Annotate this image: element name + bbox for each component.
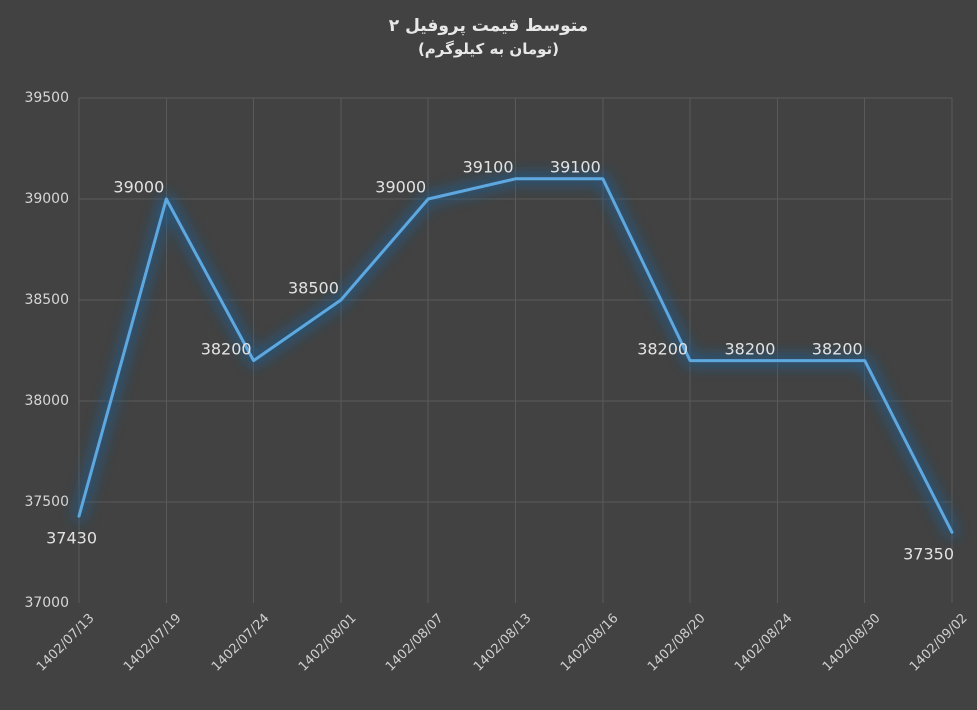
data-point-label: 38200 bbox=[724, 339, 776, 359]
data-point-label: 39000 bbox=[375, 177, 427, 197]
x-axis-tick-label: 1402/09/02 bbox=[907, 611, 971, 675]
y-axis-tick-label: 38000 bbox=[24, 393, 69, 409]
x-axis-tick-label: 1402/08/07 bbox=[383, 611, 447, 675]
chart-title: متوسط قیمت پروفیل ۲ bbox=[388, 16, 589, 36]
chart-subtitle: (تومان به کیلوگرم) bbox=[417, 40, 560, 58]
x-axis-tick-label: 1402/08/24 bbox=[732, 611, 796, 675]
y-axis-tick-label: 38500 bbox=[24, 292, 69, 308]
plot-area bbox=[74, 97, 957, 603]
y-axis-tick-label: 39500 bbox=[24, 90, 69, 106]
data-point-label: 38200 bbox=[637, 339, 689, 359]
data-point-label: 39100 bbox=[462, 157, 514, 177]
x-axis-tick-label: 1402/08/20 bbox=[645, 611, 709, 675]
data-point-label: 38200 bbox=[200, 339, 252, 359]
data-point-label: 39100 bbox=[549, 157, 601, 177]
x-axis-tick-label: 1402/07/19 bbox=[121, 611, 185, 675]
data-point-label: 38200 bbox=[811, 339, 863, 359]
y-axis-tick-label: 39000 bbox=[24, 191, 69, 207]
x-axis-tick-label: 1402/08/13 bbox=[470, 611, 535, 675]
y-axis-tick-label: 37500 bbox=[24, 494, 69, 510]
series-line bbox=[77, 177, 954, 534]
data-point-label: 37350 bbox=[903, 544, 954, 564]
y-axis-tick-labels: 37000 37500 38000 38500 39000 39500 bbox=[0, 90, 69, 611]
x-axis-tick-label: 1402/07/24 bbox=[208, 611, 273, 675]
chart-svg bbox=[74, 97, 957, 603]
data-point-label: 37430 bbox=[46, 528, 97, 548]
x-axis-tick-labels: 1402/07/13 1402/07/19 1402/07/24 1402/08/01… bbox=[34, 603, 971, 710]
data-point-labels: 37430 39000 38200 38500 39000 39100 39100 38200… bbox=[46, 98, 954, 603]
chart-title-block: متوسط قیمت پروفیل ۲ (تومان به کیلوگرم) bbox=[0, 14, 977, 60]
data-point-label: 39000 bbox=[113, 177, 165, 197]
y-axis-tick-label: 37000 bbox=[24, 595, 69, 611]
x-axis-tick-label: 1402/08/16 bbox=[557, 611, 622, 675]
data-point-label: 38500 bbox=[287, 278, 339, 298]
x-axis-tick-label: 1402/07/13 bbox=[34, 611, 98, 675]
x-axis-tick-label: 1402/08/01 bbox=[295, 611, 360, 675]
x-axis-tick-label: 1402/08/30 bbox=[819, 611, 884, 675]
series-line-group bbox=[74, 173, 957, 538]
